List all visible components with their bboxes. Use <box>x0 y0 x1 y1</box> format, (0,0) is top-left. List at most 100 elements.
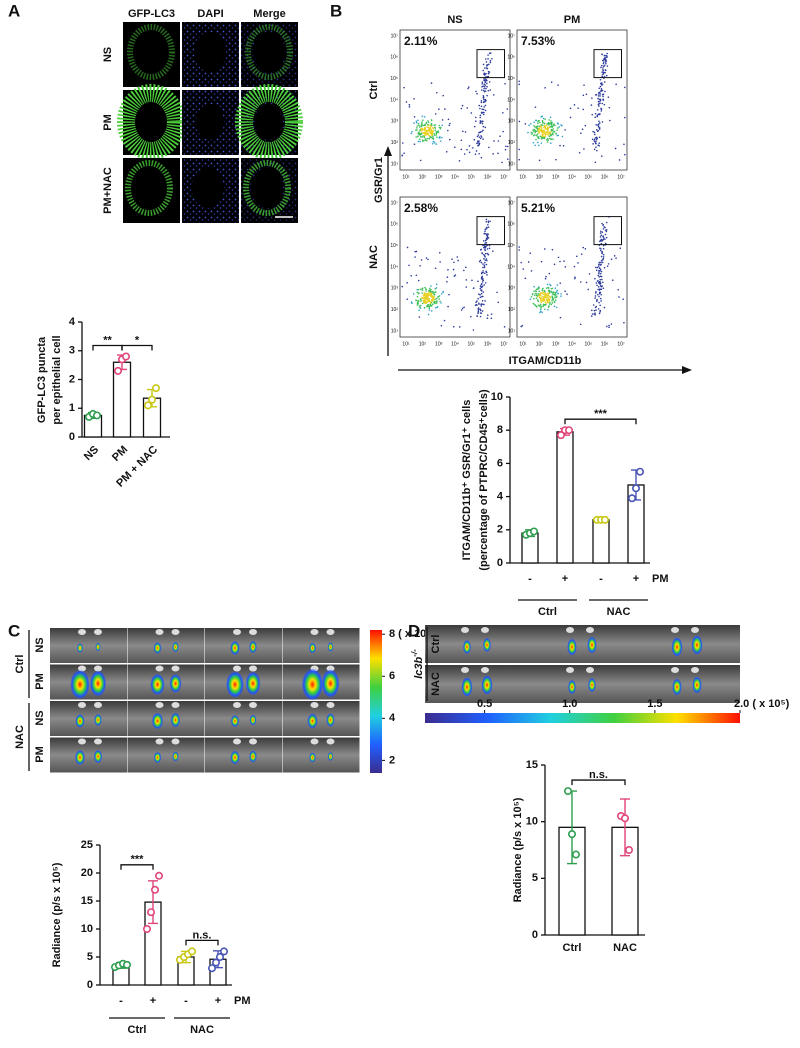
event-dot <box>421 127 424 130</box>
event-dot <box>595 129 598 131</box>
event-dot <box>603 306 606 309</box>
event-dot <box>507 158 509 160</box>
event-dot <box>549 131 552 134</box>
event-dot <box>598 263 600 266</box>
event-dot <box>458 326 461 328</box>
event-dot <box>406 282 408 284</box>
event-dot <box>602 93 605 96</box>
event-dot <box>417 122 420 125</box>
event-dot <box>421 121 423 123</box>
genotype-name: lc3b <box>413 656 425 678</box>
data-point <box>123 960 132 969</box>
event-dot <box>580 132 582 134</box>
event-dot <box>603 226 605 228</box>
event-dot <box>430 310 433 312</box>
event-dot <box>417 140 420 143</box>
event-dot <box>431 296 433 299</box>
event-dot <box>431 137 434 139</box>
event-dot <box>435 132 438 135</box>
event-dot <box>427 313 430 316</box>
event-dot <box>600 107 602 110</box>
mouse-head <box>310 629 319 635</box>
event-dot <box>483 85 486 88</box>
event-dot <box>533 124 535 127</box>
event-dot <box>430 285 432 287</box>
event-dot <box>542 291 545 294</box>
colorbar-label: 4 <box>389 712 396 724</box>
lumen <box>253 32 285 72</box>
event-dot <box>546 137 549 140</box>
event-dot <box>600 300 602 302</box>
event-dot <box>556 284 559 286</box>
event-dot <box>535 293 538 295</box>
event-dot <box>598 292 601 295</box>
event-dot <box>420 133 423 135</box>
event-dot <box>430 136 432 138</box>
event-dot <box>534 144 536 147</box>
event-dot <box>486 94 488 97</box>
y-tick-label: 0 <box>69 431 75 443</box>
event-dot <box>600 275 603 278</box>
event-dot <box>488 63 490 66</box>
x-tick-label: 10⁵ <box>468 174 476 180</box>
event-dot <box>597 265 600 267</box>
event-dot <box>431 142 434 145</box>
event-dot <box>535 134 538 137</box>
event-dot <box>475 150 478 152</box>
event-dot <box>557 84 559 86</box>
event-dot <box>481 285 484 287</box>
mouse-head <box>249 665 257 672</box>
event-dot <box>415 250 418 253</box>
event-dot <box>403 152 405 154</box>
event-dot <box>544 277 547 280</box>
event-dot <box>537 122 539 125</box>
event-dot <box>418 316 421 318</box>
event-dot <box>595 282 598 284</box>
event-dot <box>432 130 434 133</box>
event-dot <box>418 309 420 312</box>
event-dot <box>460 148 463 151</box>
event-dot <box>423 139 425 142</box>
event-dot <box>430 122 433 125</box>
y-axis-label: GFP-LC3 puncta <box>36 336 48 423</box>
event-dot <box>548 119 550 121</box>
event-dot <box>421 287 424 290</box>
x-tick-label: 10² <box>419 341 427 347</box>
event-dot <box>550 129 553 132</box>
event-dot <box>534 106 537 108</box>
event-dot <box>424 286 426 289</box>
event-dot <box>603 81 606 83</box>
event-dot <box>478 104 480 107</box>
event-dot <box>546 292 549 295</box>
mouse-head <box>233 665 241 672</box>
data-point <box>631 484 640 493</box>
event-dot <box>540 306 543 308</box>
event-dot <box>603 266 606 269</box>
event-dot <box>542 303 545 306</box>
event-dot <box>597 113 600 116</box>
data-point <box>212 958 221 967</box>
event-dot <box>476 135 479 138</box>
y-tick-label: 10⁴ <box>390 264 398 270</box>
event-dot <box>598 120 600 123</box>
y-tick-label: 10⁵ <box>507 76 515 82</box>
event-dot <box>601 75 603 77</box>
event-dot <box>427 134 430 136</box>
mouse-head <box>461 627 469 633</box>
mouse-head <box>481 667 489 673</box>
event-dot <box>422 297 424 299</box>
event-dot <box>477 310 480 312</box>
event-dot <box>587 288 590 291</box>
y-tick-label: 3 <box>69 345 75 357</box>
event-dot <box>485 65 488 67</box>
signal-blob <box>567 638 577 656</box>
event-dot <box>486 85 488 88</box>
event-dot <box>600 82 603 84</box>
colorbar <box>425 713 740 723</box>
event-dot <box>561 135 564 138</box>
event-dot <box>552 291 555 293</box>
event-dot <box>540 127 543 130</box>
event-dot <box>471 279 473 282</box>
event-dot <box>487 233 490 236</box>
event-dot <box>602 67 604 69</box>
